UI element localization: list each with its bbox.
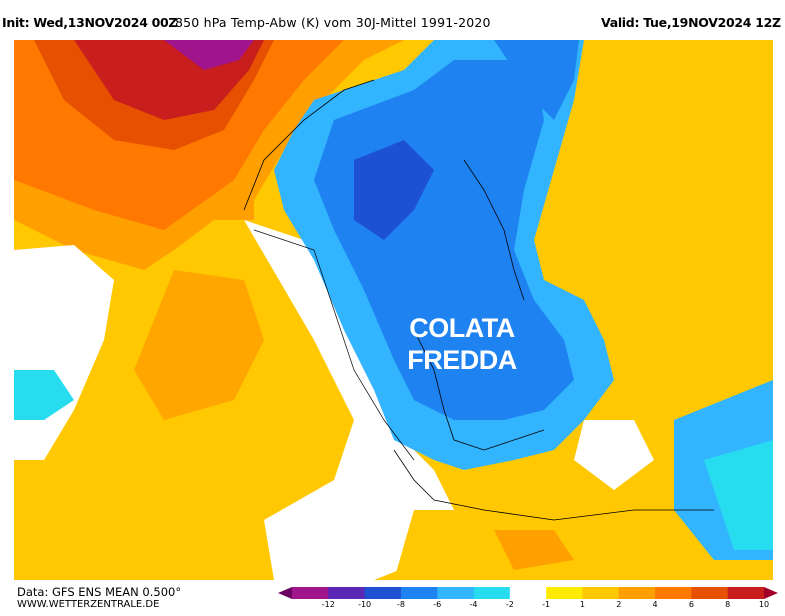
- anomaly-region-white-balkan: [574, 420, 654, 490]
- colorbar-swatch: [328, 587, 366, 599]
- colorbar-arrow-low: [278, 587, 292, 599]
- anomaly-region-cyan-west: [14, 370, 74, 420]
- colorbar-tick-label: 6: [688, 600, 694, 609]
- colorbar-swatch: [618, 587, 656, 599]
- color-legend-bar: [278, 587, 778, 599]
- colorbar-tick-label: -10: [358, 600, 372, 609]
- anomaly-region-dark-blue: [354, 140, 434, 240]
- colorbar-swatch: [509, 587, 547, 599]
- anomaly-region-magenta: [164, 40, 254, 70]
- colorbar-swatch: [437, 587, 475, 599]
- data-source-label: Data: GFS ENS MEAN 0.500°: [17, 585, 182, 599]
- anomaly-region-africa-orange: [494, 530, 574, 570]
- colorbar-swatch: [546, 587, 583, 599]
- colorbar-tick-label: 1: [579, 600, 585, 609]
- anomaly-region-cyan-east: [704, 440, 773, 550]
- valid-time-label: Valid: Tue,19NOV2024 12Z: [601, 15, 781, 30]
- colorbar-swatch: [292, 587, 329, 599]
- coastlines: [243, 79, 714, 521]
- colorbar-tick-label: -2: [505, 600, 514, 609]
- coastline-west-europe: [413, 329, 545, 451]
- website-url: WWW.WETTERZENTRALE.DE: [17, 599, 160, 610]
- anomaly-region-orange-2: [134, 270, 264, 420]
- map-canvas: [14, 40, 773, 580]
- colorbar-tick-label: 4: [652, 600, 658, 609]
- colorbar-swatch: [691, 587, 729, 599]
- zero-contour-line: [253, 229, 415, 461]
- colorbar-swatch: [727, 587, 765, 599]
- overlay-line-2: FREDDA: [407, 345, 517, 375]
- map-header: Init: Wed,13NOV2024 00Z 850 hPa Temp-Abw…: [0, 0, 785, 40]
- anomaly-region-white-south: [244, 220, 454, 580]
- anomaly-region-blue-north: [494, 40, 579, 120]
- coastline-greenland: [243, 79, 375, 211]
- colorbar-swatch: [364, 587, 402, 599]
- colorbar-tick-label: -4: [469, 600, 478, 609]
- colorbar-tick-label: 8: [725, 600, 731, 609]
- cold-air-overlay-label: COLATA FREDDA: [381, 312, 543, 376]
- colorbar-tick-label: -12: [321, 600, 335, 609]
- colorbar-swatch: [582, 587, 620, 599]
- coastline-mediterranean: [393, 449, 714, 521]
- colorbar-tick-label: -8: [396, 600, 405, 609]
- color-legend-ticks: -12-10-8-6-4-2-1124681012: [278, 600, 778, 614]
- overlay-line-1: COLATA: [409, 313, 515, 343]
- colorbar-tick-label: 2: [616, 600, 622, 609]
- init-time-label: Init: Wed,13NOV2024 00Z: [2, 15, 178, 30]
- colorbar-swatch: [655, 587, 692, 599]
- colorbar-swatch: [473, 587, 511, 599]
- colorbar-arrow-high: [764, 587, 778, 599]
- colorbar-tick-label: 10: [758, 600, 770, 609]
- colorbar-swatch: [400, 587, 438, 599]
- coastline-scandinavia: [463, 159, 525, 301]
- colorbar-tick-label: -1: [542, 600, 551, 609]
- temperature-anomaly-map: COLATA FREDDA: [14, 40, 773, 580]
- parameter-title: 850 hPa Temp-Abw (K) vom 30J-Mittel 1991…: [175, 15, 491, 30]
- colorbar-tick-label: -6: [433, 600, 442, 609]
